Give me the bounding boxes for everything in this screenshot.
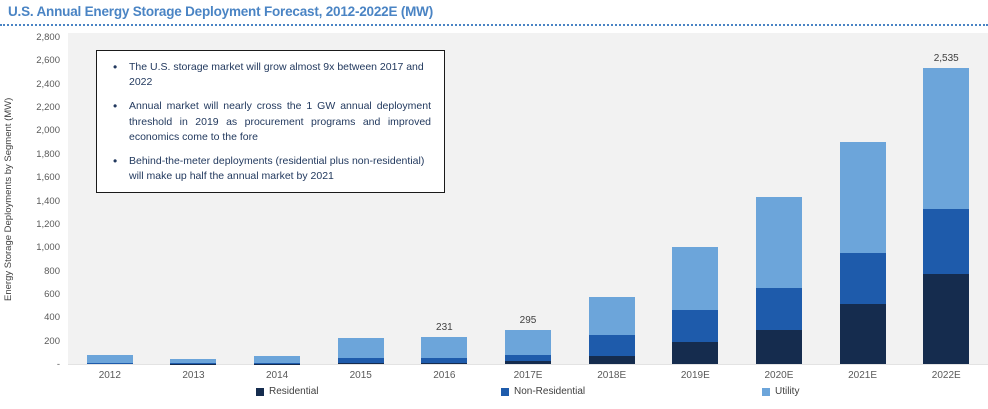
bar-segment-residential xyxy=(505,361,552,364)
legend-swatch-icon xyxy=(501,387,509,396)
bar-segment-utility xyxy=(86,355,133,364)
bar-slot-2015 xyxy=(319,33,403,364)
bar-segment-residential xyxy=(839,304,886,364)
y-tick-label: 2,000 xyxy=(36,125,60,137)
annotation-bullet: Behind-the-meter deployments (residentia… xyxy=(105,153,431,184)
bar-segment-utility xyxy=(170,358,217,364)
stacked-bar-2017E xyxy=(505,329,552,364)
stacked-bar-2015 xyxy=(337,337,384,364)
stacked-bar-2019E xyxy=(672,247,719,364)
bar-slot-2013 xyxy=(152,33,236,364)
stacked-bar-2012 xyxy=(86,355,133,364)
y-tick-label: 1,600 xyxy=(36,172,60,184)
bar-segment-non-residential xyxy=(254,362,301,364)
x-axis-label-2019E: 2019E xyxy=(680,370,710,381)
y-tick-label: 800 xyxy=(44,265,60,277)
bar-segment-non-residential xyxy=(839,253,886,305)
bar-slot-2012 xyxy=(68,33,152,364)
stacked-bar-2022E xyxy=(923,68,970,364)
bar-slot-2017E: 295 xyxy=(486,33,570,364)
bar-segment-non-residential xyxy=(421,358,468,364)
y-tick-label: 1,000 xyxy=(36,242,60,254)
y-tick-label: - xyxy=(56,359,60,370)
x-axis-label-2022E: 2022E xyxy=(931,370,961,381)
bar-segment-residential xyxy=(337,363,384,364)
bar-segment-utility xyxy=(923,68,970,209)
x-axis-label-2020E: 2020E xyxy=(764,370,794,381)
x-axis-label-2017E: 2017E xyxy=(513,370,543,381)
legend-label: Residential xyxy=(269,386,319,397)
legend-label: Utility xyxy=(775,386,800,397)
x-axis-label-2014: 2014 xyxy=(265,370,289,381)
x-axis-label-2018E: 2018E xyxy=(597,370,627,381)
bar-slot-2020E xyxy=(737,33,821,364)
bar-total-label: 231 xyxy=(436,322,453,333)
bar-segment-utility xyxy=(505,329,552,355)
legend-swatch-icon xyxy=(256,387,264,396)
y-tick-label: 1,200 xyxy=(36,218,60,230)
bar-segment-non-residential xyxy=(505,354,552,362)
bar-segment-non-residential xyxy=(672,309,719,342)
bar-slot-2019E xyxy=(653,33,737,364)
bar-segment-non-residential xyxy=(588,334,635,356)
y-tick-label: 400 xyxy=(44,312,60,324)
bar-segment-non-residential xyxy=(923,208,970,275)
bar-segment-utility xyxy=(254,356,301,363)
x-axis-labels: 2012 2013 2014 2015 2016 2017E 2018E 2019E 2020E… xyxy=(68,370,988,381)
bar-slot-2014 xyxy=(235,33,319,364)
y-tick-label: 600 xyxy=(44,288,60,300)
bar-segment-residential xyxy=(923,274,970,364)
legend-item-utility: Utility xyxy=(762,386,799,397)
bar-segment-utility xyxy=(421,337,468,359)
bar-segment-non-residential xyxy=(170,363,217,364)
bar-segment-utility xyxy=(337,337,384,359)
y-tick-label: 2,400 xyxy=(36,78,60,90)
y-tick-label: 1,400 xyxy=(36,195,60,207)
y-tick-label: 200 xyxy=(44,335,60,347)
legend-swatch-icon xyxy=(762,387,770,396)
stacked-bar-2021E xyxy=(839,142,886,364)
stacked-bar-2014 xyxy=(254,356,301,364)
bar-segment-residential xyxy=(421,363,468,364)
stacked-bar-2020E xyxy=(755,197,802,364)
bar-segment-non-residential xyxy=(755,288,802,331)
annotation-box: The U.S. storage market will grow almost… xyxy=(96,50,445,193)
bar-segment-utility xyxy=(755,197,802,289)
bar-segment-residential xyxy=(755,330,802,364)
x-axis-label-2016: 2016 xyxy=(433,370,456,381)
y-tick-label: 1,800 xyxy=(36,148,60,160)
bar-total-label: 2,535 xyxy=(933,52,959,64)
x-axis-label-2021E: 2021E xyxy=(848,370,878,381)
x-axis-label-2013: 2013 xyxy=(182,370,205,381)
annotation-bullet-list: The U.S. storage market will grow almost… xyxy=(105,59,431,185)
x-axis-label-2015: 2015 xyxy=(349,370,372,381)
bar-slot-2018E xyxy=(570,33,654,364)
bar-segment-non-residential xyxy=(337,358,384,364)
bar-segment-residential xyxy=(672,341,719,364)
bar-total-label: 295 xyxy=(519,314,537,326)
legend-label: Non-Residential xyxy=(514,386,586,397)
y-tick-label: 2,600 xyxy=(36,55,60,67)
bar-slot-2016: 231 xyxy=(403,33,487,364)
bar-segment-utility xyxy=(839,142,886,254)
annotation-bullet: The U.S. storage market will grow almost… xyxy=(105,59,431,90)
bar-segment-residential xyxy=(588,355,635,364)
bar-segment-utility xyxy=(588,296,635,335)
bar-segment-non-residential xyxy=(86,363,133,364)
bar-segment-utility xyxy=(672,247,719,310)
legend-item-non-residential: Non-Residential xyxy=(501,386,585,397)
y-tick-label: 2,800 xyxy=(36,32,60,43)
stacked-bar-2016 xyxy=(421,337,468,364)
legend-item-residential: Residential xyxy=(256,386,318,397)
chart-title: U.S. Annual Energy Storage Deployment Fo… xyxy=(0,4,988,26)
y-tick-label: 2,200 xyxy=(36,102,60,114)
stacked-bar-2018E xyxy=(588,296,635,364)
stacked-bar-2013 xyxy=(170,358,217,364)
bar-slot-2021E xyxy=(821,33,905,364)
x-axis-label-2012: 2012 xyxy=(98,370,121,381)
annotation-bullet: Annual market will nearly cross the 1 GW… xyxy=(105,98,431,145)
bar-slot-2022E: 2,535 xyxy=(904,33,988,364)
